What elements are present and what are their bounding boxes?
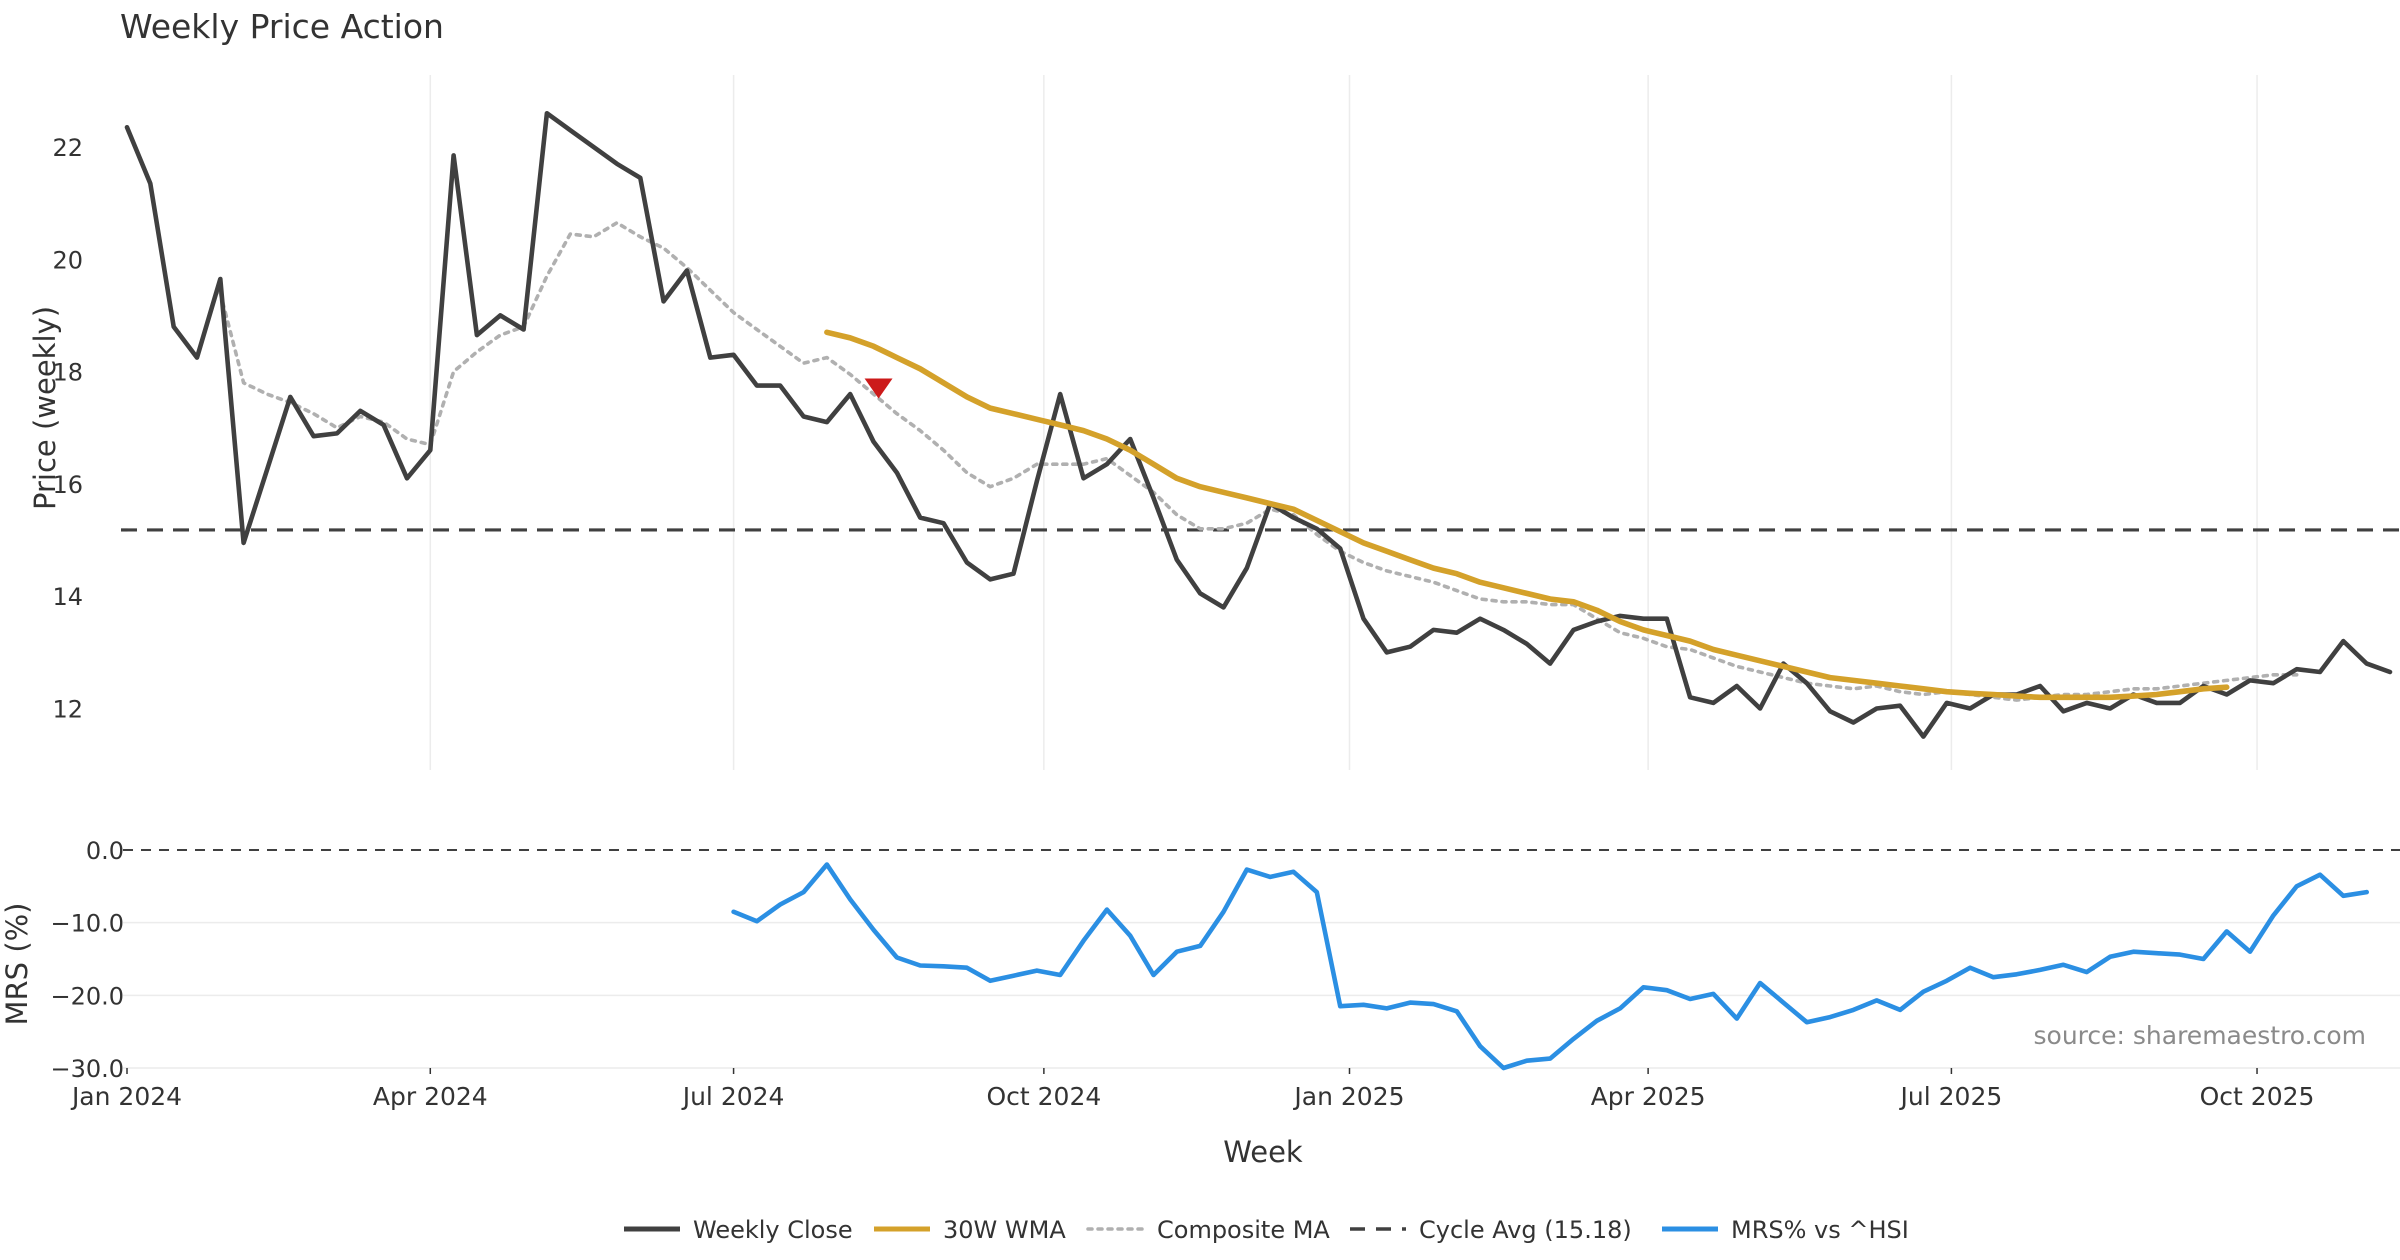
price-gridlines [429,75,2258,770]
mrs-y-tick-label: −10.0 [50,910,124,938]
x-tick-label: Oct 2025 [2200,1082,2315,1111]
price-y-tick-label: 14 [52,583,83,611]
x-tick-label: Jan 2024 [70,1082,182,1111]
x-tick-label: Oct 2024 [986,1082,1101,1111]
mrs-series [731,862,2369,1071]
mrs-y-tick-label: −20.0 [50,982,124,1010]
price-y-tick-label: 18 [52,359,83,387]
legend: Weekly Close 30W WMA Composite MA Cycle Avg… [624,1216,1909,1244]
price-y-tick-label: 12 [52,696,83,724]
mrs-y-ticks: 0.0 −10.0 −20.0 −30.0 [50,837,124,1083]
x-tick-label: Apr 2025 [1591,1082,1706,1111]
chart-title: Weekly Price Action [120,7,444,46]
price-y-ticks: 12 14 16 18 20 22 [52,134,83,724]
composite-ma-line [218,221,2299,702]
weekly-close-line [124,111,2393,739]
x-tick-label: Jul 2024 [681,1082,785,1111]
mrs-gridlines [123,849,2400,1069]
x-tick-label: Jul 2025 [1899,1082,2003,1111]
x-axis-label: Week [1223,1135,1303,1169]
price-y-tick-label: 16 [52,471,83,499]
price-y-tick-label: 20 [52,246,83,274]
legend-label: Composite MA [1157,1216,1330,1244]
mrs-y-tick-label: −30.0 [50,1055,124,1083]
x-axis-ticks: Jan 2024 Apr 2024 Jul 2024 Oct 2024 Jan 2025… [70,1068,2314,1111]
price-y-axis-label: Price (weekly) [28,306,62,510]
x-tick-label: Apr 2024 [373,1082,488,1111]
mrs-y-tick-label: 0.0 [86,837,124,865]
source-annotation: source: sharemaestro.com [2034,1021,2367,1050]
legend-label: Cycle Avg (15.18) [1419,1216,1632,1244]
mrs-panel: 0.0 −10.0 −20.0 −30.0 MRS (%) source: share… [0,837,2400,1083]
price-panel: 12 14 16 18 20 22 Price (weekly) [28,75,2400,770]
price-series [124,111,2393,739]
sell-signal-marker [864,378,893,399]
legend-label: MRS% vs ^HSI [1731,1216,1909,1244]
mrs-line [731,862,2369,1071]
legend-label: Weekly Close [693,1216,853,1244]
wma-30w-line [824,329,2230,701]
mrs-y-axis-label: MRS (%) [0,903,34,1026]
x-tick-label: Jan 2025 [1292,1082,1404,1111]
legend-label: 30W WMA [943,1216,1066,1244]
price-y-tick-label: 22 [52,134,83,162]
